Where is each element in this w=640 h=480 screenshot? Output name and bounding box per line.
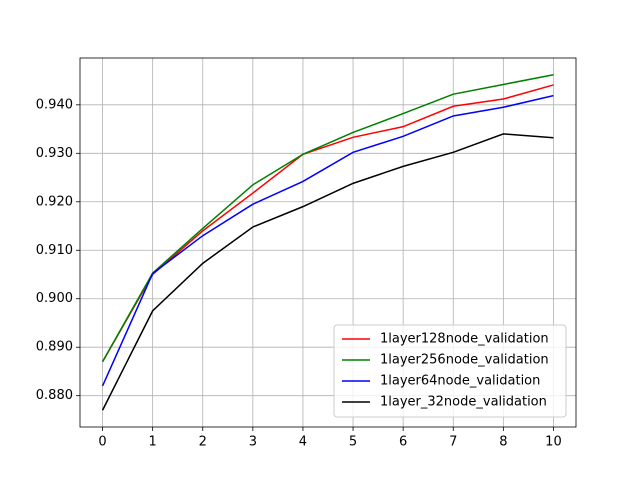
- legend-label: 1layer256node_validation: [380, 353, 549, 368]
- y-tick-label: 0.890: [36, 340, 73, 355]
- x-tick-label: 5: [349, 435, 357, 450]
- legend-label: 1layer_32node_validation: [380, 395, 547, 410]
- legend-label: 1layer128node_validation: [380, 332, 549, 347]
- legend-label: 1layer64node_validation: [380, 374, 540, 389]
- y-tick-label: 0.900: [36, 291, 73, 306]
- line: [101, 133, 554, 411]
- x-tick-label: 3: [249, 435, 257, 450]
- y-tick-label: 0.930: [36, 146, 73, 161]
- x-tick-label: 10: [545, 435, 562, 450]
- x-tick-label: 6: [399, 435, 407, 450]
- plot-frame: [79, 57, 577, 428]
- y-tick-label: 0.910: [36, 243, 73, 258]
- x-tick-label: 8: [499, 435, 507, 450]
- x-tick-label: 7: [449, 435, 457, 450]
- x-tick-label: 2: [199, 435, 207, 450]
- line: [101, 94, 554, 387]
- legend: 1layer128node_validation 1layer256node_va…: [333, 324, 567, 418]
- x-tick-label: 4: [299, 435, 307, 450]
- y-tick-label: 0.920: [36, 194, 73, 209]
- x-tick-label: 0: [98, 435, 106, 450]
- legend-box: [333, 324, 567, 418]
- y-tick-label: 0.940: [36, 97, 73, 112]
- y-tick-label: 0.880: [36, 388, 73, 403]
- line: [101, 84, 554, 363]
- x-tick-label: 1: [149, 435, 157, 450]
- line: [101, 74, 554, 363]
